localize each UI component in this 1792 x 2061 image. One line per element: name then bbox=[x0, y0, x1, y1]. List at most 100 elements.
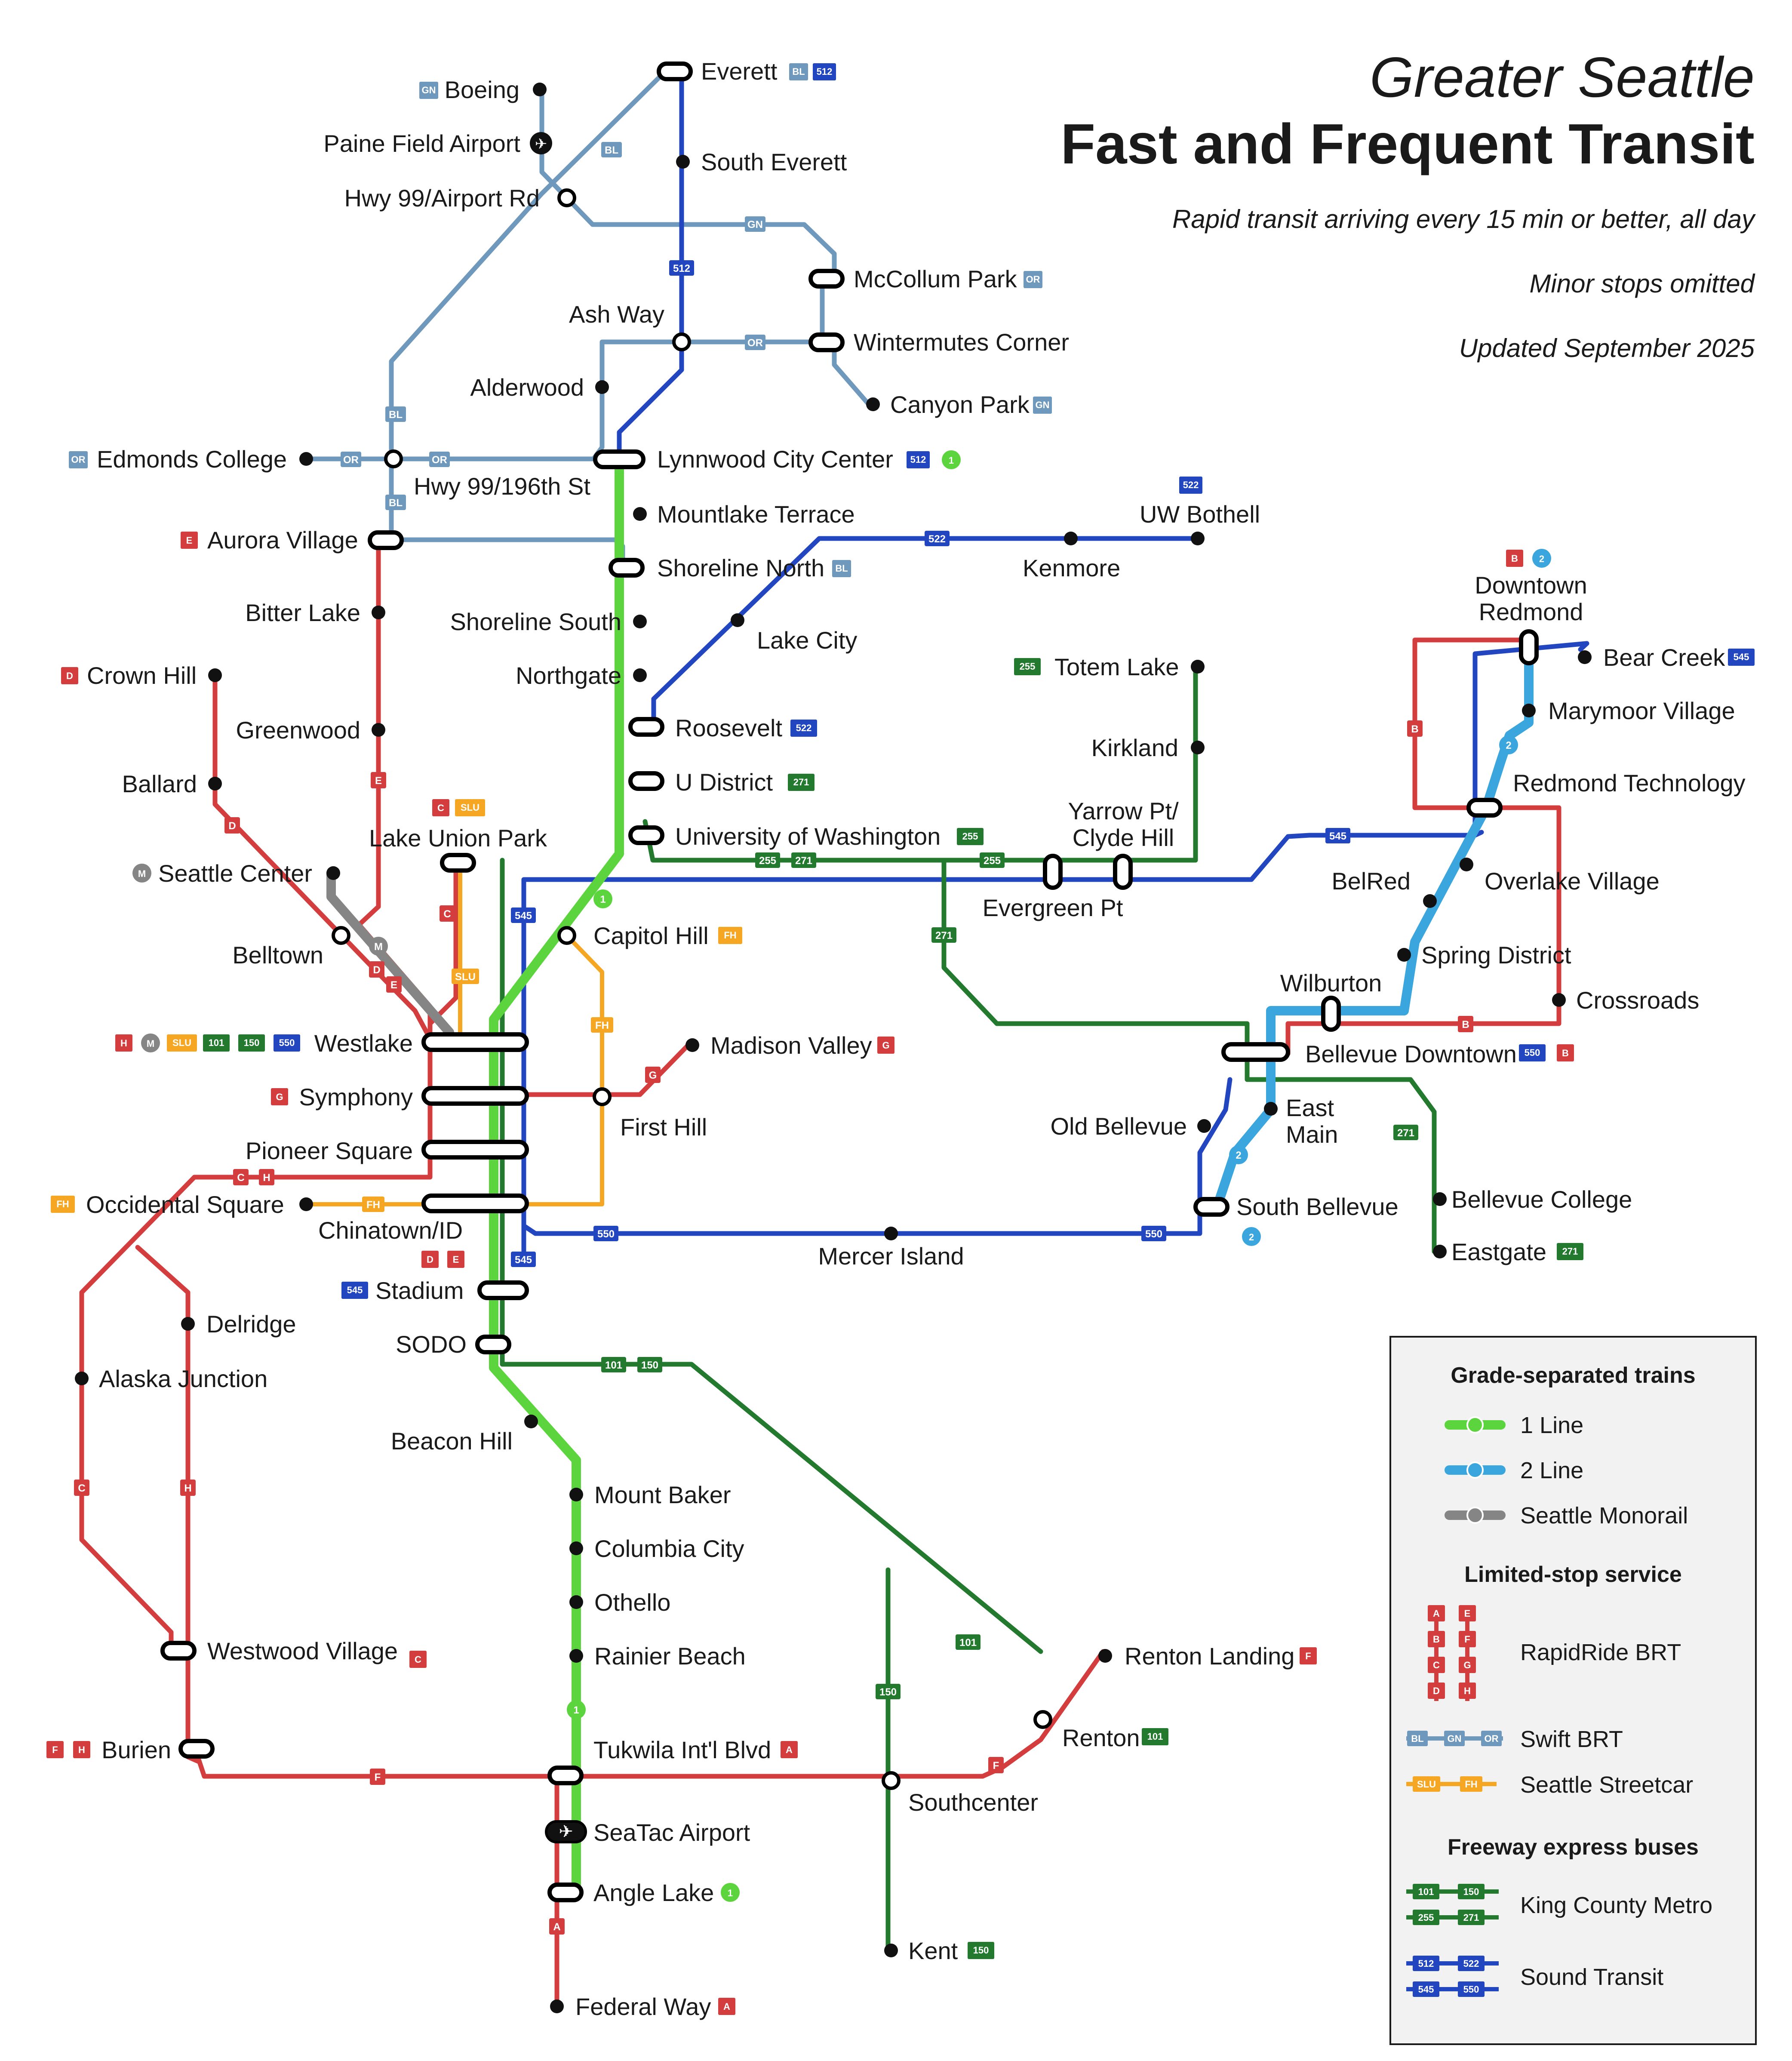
station-uw[interactable] bbox=[628, 825, 664, 845]
station-totem-lake[interactable] bbox=[1191, 660, 1205, 674]
station-old-bellevue[interactable] bbox=[1197, 1119, 1211, 1133]
badge-522: 522 bbox=[1179, 477, 1202, 494]
svg-text:271: 271 bbox=[935, 930, 953, 941]
station-chinatown[interactable] bbox=[421, 1194, 529, 1213]
station-delridge[interactable] bbox=[181, 1317, 195, 1331]
station-yarrow[interactable] bbox=[1113, 854, 1133, 890]
station-mountlake[interactable] bbox=[633, 507, 647, 521]
svg-text:522: 522 bbox=[1463, 1958, 1479, 1969]
station-overlake[interactable] bbox=[1460, 858, 1473, 871]
station-everett[interactable] bbox=[657, 62, 693, 81]
station-stadium[interactable] bbox=[477, 1280, 529, 1300]
station-burien[interactable] bbox=[178, 1739, 215, 1759]
station-shoreline-south[interactable] bbox=[633, 615, 647, 628]
station-alderwood[interactable] bbox=[595, 380, 609, 394]
station-westlake[interactable] bbox=[421, 1032, 529, 1052]
station-othello[interactable] bbox=[569, 1595, 583, 1609]
station-wintermutes[interactable] bbox=[808, 332, 845, 352]
station-lake-union[interactable] bbox=[440, 853, 476, 873]
station-sodo[interactable] bbox=[475, 1335, 511, 1354]
station-kenmore[interactable] bbox=[1064, 532, 1078, 545]
tag-101: 101 bbox=[956, 1634, 981, 1650]
badge-g: G bbox=[877, 1037, 894, 1054]
station-shoreline-north[interactable] bbox=[609, 558, 645, 578]
svg-text:101: 101 bbox=[959, 1637, 977, 1649]
label-wilburton: Wilburton bbox=[1280, 969, 1382, 997]
station-symphony[interactable] bbox=[421, 1086, 529, 1106]
station-south-bellevue[interactable] bbox=[1193, 1197, 1230, 1217]
tag-522: 522 bbox=[925, 531, 950, 546]
station-angle-lake[interactable] bbox=[547, 1883, 584, 1902]
station-ash-way[interactable] bbox=[672, 332, 691, 351]
station-belred[interactable] bbox=[1423, 894, 1437, 908]
svg-text:545: 545 bbox=[515, 1254, 532, 1266]
station-lake-city[interactable] bbox=[731, 613, 744, 627]
station-occidental[interactable] bbox=[299, 1197, 313, 1211]
svg-text:271: 271 bbox=[795, 855, 812, 867]
station-boeing[interactable] bbox=[533, 83, 547, 96]
station-greenwood[interactable] bbox=[372, 723, 385, 737]
svg-text:M: M bbox=[138, 868, 146, 879]
station-northgate[interactable] bbox=[633, 668, 647, 682]
station-roosevelt[interactable] bbox=[628, 717, 664, 737]
station-belltown[interactable] bbox=[332, 926, 350, 945]
station-kent[interactable] bbox=[884, 1944, 898, 1957]
station-crown-hill[interactable] bbox=[208, 668, 222, 682]
svg-text:BL: BL bbox=[1411, 1733, 1423, 1744]
station-south-everett[interactable] bbox=[676, 155, 690, 169]
svg-text:545: 545 bbox=[515, 910, 532, 922]
station-beacon-hill[interactable] bbox=[524, 1415, 538, 1428]
station-paine-field[interactable] bbox=[530, 132, 552, 154]
station-canyon-park[interactable] bbox=[866, 397, 880, 411]
station-marymoor[interactable] bbox=[1522, 704, 1536, 717]
label-u-district: U District bbox=[675, 769, 773, 796]
station-wilburton[interactable] bbox=[1321, 996, 1341, 1032]
station-pioneer-square[interactable] bbox=[421, 1140, 529, 1160]
station-east-main[interactable] bbox=[1264, 1102, 1278, 1116]
station-bitter-lake[interactable] bbox=[372, 606, 385, 619]
label-columbia-city: Columbia City bbox=[594, 1535, 744, 1562]
svg-text:2: 2 bbox=[1506, 740, 1511, 751]
station-southcenter[interactable] bbox=[882, 1771, 901, 1790]
station-rainier-beach[interactable] bbox=[569, 1649, 583, 1663]
station-hwy99-196[interactable] bbox=[384, 449, 403, 468]
station-tukwila[interactable] bbox=[547, 1766, 584, 1785]
station-alaska-junction[interactable] bbox=[75, 1372, 89, 1385]
svg-text:522: 522 bbox=[796, 723, 812, 733]
station-mccollum[interactable] bbox=[808, 269, 845, 289]
station-renton[interactable] bbox=[1033, 1710, 1052, 1729]
station-kirkland[interactable] bbox=[1191, 741, 1205, 754]
tag-550: 550 bbox=[593, 1226, 618, 1241]
svg-text:H: H bbox=[120, 1038, 127, 1049]
station-mount-baker[interactable] bbox=[569, 1488, 583, 1501]
station-uw-bothell[interactable] bbox=[1191, 532, 1205, 545]
station-ballard[interactable] bbox=[208, 777, 222, 791]
station-edmonds-college[interactable] bbox=[299, 452, 313, 466]
station-westwood[interactable] bbox=[160, 1641, 197, 1661]
svg-text:512: 512 bbox=[673, 263, 690, 274]
station-bellevue-downtown[interactable] bbox=[1221, 1042, 1290, 1062]
station-crossroads[interactable] bbox=[1552, 993, 1566, 1007]
station-capitol-hill[interactable] bbox=[557, 926, 576, 945]
station-lynnwood[interactable] bbox=[593, 449, 645, 469]
station-bear-creek[interactable] bbox=[1578, 650, 1592, 664]
station-madison-valley[interactable] bbox=[685, 1038, 699, 1052]
station-downtown-redmond[interactable] bbox=[1519, 629, 1539, 665]
station-mercer-island[interactable] bbox=[884, 1227, 898, 1240]
station-u-district[interactable] bbox=[628, 771, 664, 791]
badge-f: F bbox=[1300, 1647, 1317, 1664]
station-seatac[interactable] bbox=[545, 1820, 587, 1843]
station-spring-district[interactable] bbox=[1397, 948, 1411, 962]
station-renton-landing[interactable] bbox=[1098, 1649, 1112, 1663]
station-columbia-city[interactable] bbox=[569, 1541, 583, 1555]
station-seattle-center[interactable] bbox=[326, 866, 340, 880]
station-first-hill[interactable] bbox=[593, 1087, 612, 1106]
station-bellevue-college[interactable] bbox=[1433, 1192, 1447, 1206]
station-redmond-tech[interactable] bbox=[1466, 798, 1503, 818]
station-federal-way[interactable] bbox=[550, 1999, 564, 2013]
badge-gn: GN bbox=[419, 82, 438, 99]
station-aurora-village[interactable] bbox=[368, 530, 404, 550]
station-eastgate[interactable] bbox=[1433, 1245, 1447, 1258]
station-hwy99-airport[interactable] bbox=[557, 188, 576, 207]
station-evergreen[interactable] bbox=[1043, 854, 1063, 890]
